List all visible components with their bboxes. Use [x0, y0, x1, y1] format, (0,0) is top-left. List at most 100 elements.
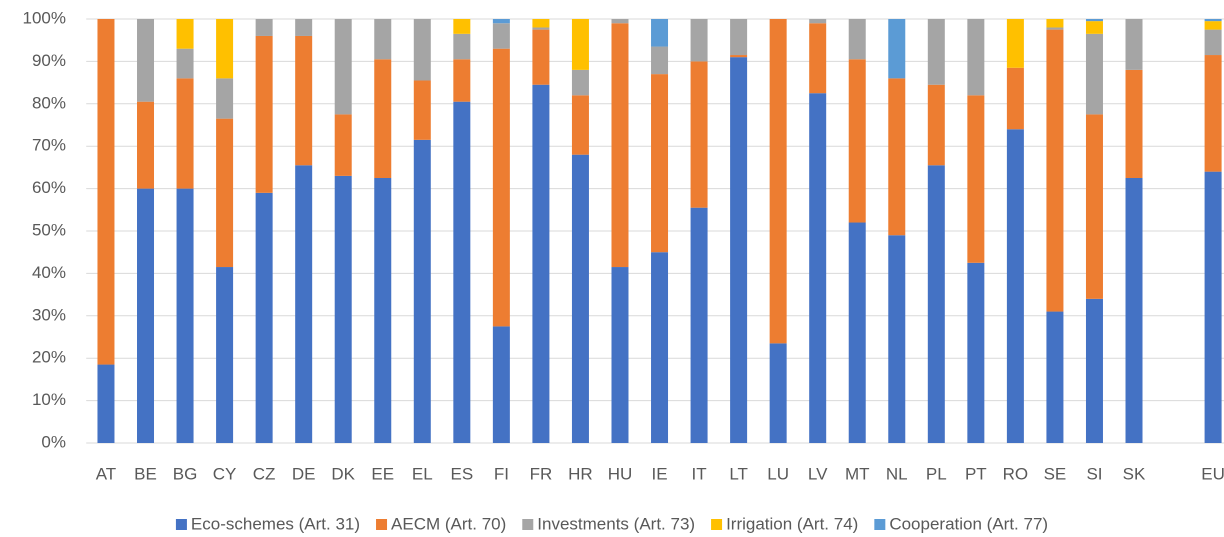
legend-swatch [522, 519, 534, 530]
bar-segment [927, 165, 945, 443]
bar-segment [374, 19, 392, 60]
x-tick-label: CZ [253, 464, 276, 483]
bar-segment [888, 19, 906, 79]
x-tick-label: RO [1003, 464, 1029, 483]
bar-segment [295, 35, 313, 166]
bar-segment [532, 29, 550, 85]
x-tick-label: PT [965, 464, 987, 483]
bar-segment [651, 74, 669, 253]
bar-segment [1204, 55, 1222, 172]
bar-segment [651, 46, 669, 75]
legend-label: Cooperation (Art. 77) [889, 514, 1048, 533]
y-tick-label: 100% [23, 8, 66, 27]
bar-segment [809, 93, 827, 443]
x-tick-label: EE [371, 464, 394, 483]
bar-segment [413, 80, 431, 140]
y-tick-label: 90% [32, 51, 66, 70]
x-tick-label: NL [886, 464, 908, 483]
x-tick-label: SK [1123, 464, 1146, 483]
bar-segment [532, 84, 550, 443]
legend-label: Investments (Art. 73) [537, 514, 695, 533]
y-tick-label: 70% [32, 136, 66, 155]
bar-segment [848, 222, 866, 443]
bar-segment [137, 19, 155, 102]
x-tick-label: DK [331, 464, 355, 483]
y-tick-label: 0% [41, 432, 66, 451]
bar-segment [216, 19, 234, 79]
bar-segment [334, 175, 352, 443]
x-tick-label: FI [494, 464, 509, 483]
bar-segment [730, 19, 748, 56]
x-tick-label: HU [608, 464, 633, 483]
x-tick-label: DE [292, 464, 316, 483]
y-tick-label: 10% [32, 390, 66, 409]
x-tick-label: IT [692, 464, 707, 483]
x-tick-label: SE [1044, 464, 1067, 483]
bar-segment [1046, 29, 1064, 312]
bar-segment [532, 27, 550, 30]
bar-segment [651, 19, 669, 47]
bar-segment [295, 19, 313, 36]
bar-segment [927, 19, 945, 85]
bar-segment [809, 19, 827, 24]
bar-segment [176, 19, 194, 49]
bar-segment [967, 262, 985, 443]
bar-segment [334, 19, 352, 115]
x-tick-label: MT [845, 464, 870, 483]
x-tick-label: HR [568, 464, 593, 483]
bar-segment [453, 59, 471, 102]
bar-segment [1085, 114, 1103, 299]
x-tick-label: LV [808, 464, 828, 483]
bar-segment [374, 178, 392, 443]
bar-segment [492, 48, 510, 327]
bar-segment [216, 267, 234, 443]
bar-segment [690, 207, 708, 443]
legend-swatch [874, 519, 886, 530]
bar-segment [216, 118, 234, 268]
bar-segment [97, 364, 115, 443]
x-tick-label: CY [213, 464, 237, 483]
bar-segment [888, 235, 906, 443]
bar-segment [967, 19, 985, 96]
bar-segment [730, 57, 748, 443]
bar-segment [97, 19, 115, 365]
bar-segment [413, 139, 431, 443]
bar-segment [690, 61, 708, 208]
bar-segment [334, 114, 352, 176]
bar-segment [453, 19, 471, 34]
legend-swatch [376, 519, 388, 530]
bar-segment [1125, 178, 1143, 443]
bar-segment [1125, 69, 1143, 178]
bar-segment [809, 23, 827, 94]
bar-segment [1085, 21, 1103, 34]
bar-segment [848, 59, 866, 223]
bar-segment [137, 188, 155, 443]
bar-segment [1085, 33, 1103, 115]
bar-segment [571, 19, 589, 70]
bar-segment [611, 267, 629, 443]
bar-segment [1085, 298, 1103, 443]
legend-label: Irrigation (Art. 74) [726, 514, 858, 533]
bar-segment [1125, 19, 1143, 70]
bar-segment [769, 343, 787, 443]
x-tick-label: ES [450, 464, 473, 483]
bar-segment [1006, 67, 1024, 130]
bar-segment [611, 23, 629, 268]
bar-segment [1046, 27, 1064, 30]
y-tick-label: 30% [32, 305, 66, 324]
bar-segment [1046, 311, 1064, 443]
bar-segment [492, 326, 510, 443]
bar-segment [255, 35, 273, 193]
x-tick-label: SI [1086, 464, 1102, 483]
legend-swatch [175, 519, 187, 530]
bar-segment [492, 19, 510, 24]
bar-segment [651, 252, 669, 443]
bar-segment [374, 59, 392, 178]
bar-segment [176, 78, 194, 189]
bar-segment [1006, 19, 1024, 68]
bar-segment [492, 23, 510, 49]
bar-segment [1204, 29, 1222, 56]
bar-segment [216, 78, 234, 119]
bar-segment [255, 192, 273, 443]
